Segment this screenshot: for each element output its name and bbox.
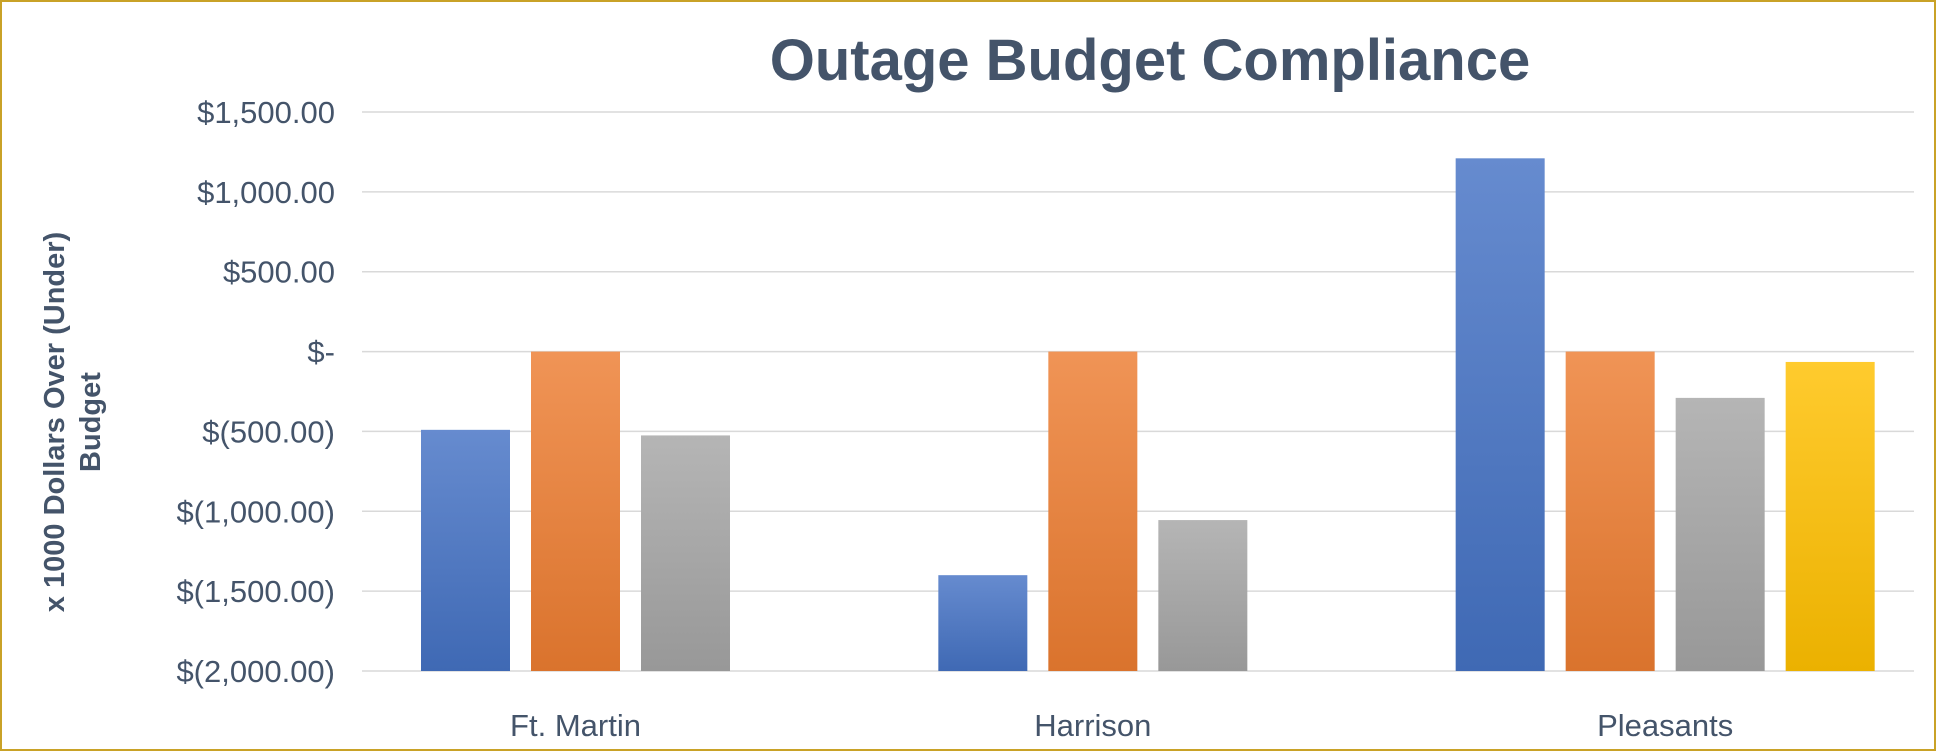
bar <box>421 429 510 671</box>
y-tick-label: $1,500.00 <box>197 95 335 130</box>
bar <box>1048 351 1138 671</box>
bar <box>1158 520 1248 671</box>
y-tick-label: $500.00 <box>223 255 335 290</box>
bars <box>421 158 1875 671</box>
y-tick-label: $(1,500.00) <box>176 574 335 609</box>
x-category-label: Pleasants <box>1597 708 1733 743</box>
y-tick-label: $1,000.00 <box>197 175 335 210</box>
bar <box>531 351 620 671</box>
x-axis-category-labels: Ft. Martin Harrison Pleasants <box>510 708 1733 743</box>
y-tick-label: $(500.00) <box>202 414 335 449</box>
chart-title: Outage Budget Compliance <box>770 28 1531 93</box>
x-category-label: Harrison <box>1034 708 1151 743</box>
x-category-label: Ft. Martin <box>510 708 641 743</box>
gridlines <box>362 111 1914 672</box>
bar <box>1455 158 1545 671</box>
y-axis-tick-labels: $1,500.00 $1,000.00 $500.00 $- $(500.00) $(1,… <box>176 95 335 689</box>
y-axis-title-line-1: x 1000 Dollars Over (Under) <box>39 232 71 612</box>
y-axis-title: x 1000 Dollars Over (Under) Budget <box>39 232 107 612</box>
bar <box>1565 351 1655 671</box>
bar <box>641 435 730 671</box>
y-tick-label: $(1,000.00) <box>176 494 335 529</box>
bar <box>938 575 1028 671</box>
bar <box>1675 397 1765 671</box>
y-tick-label: $(2,000.00) <box>176 654 335 689</box>
y-tick-label: $- <box>307 335 335 370</box>
y-axis-title-line-2: Budget <box>75 372 107 472</box>
bar <box>1785 361 1875 671</box>
